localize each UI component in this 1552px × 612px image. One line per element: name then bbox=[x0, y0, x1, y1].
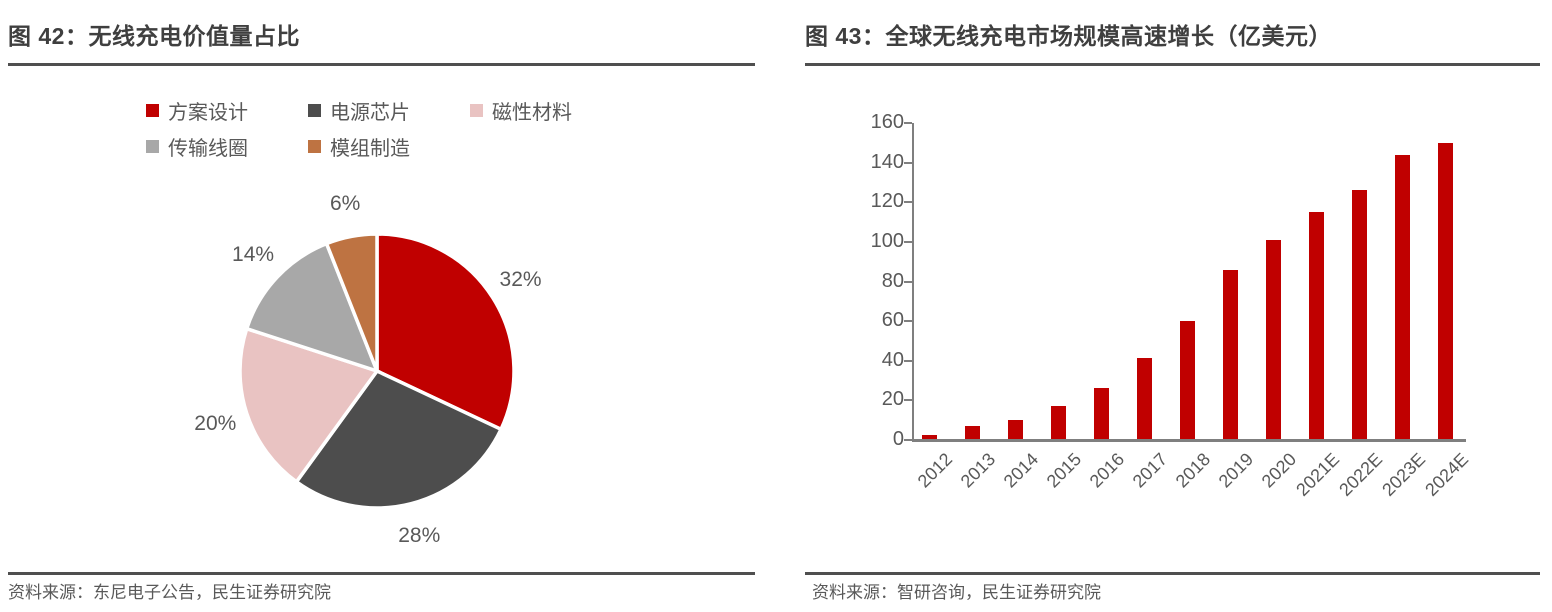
bar-2014 bbox=[1007, 420, 1023, 440]
legend-swatch-icon bbox=[470, 104, 483, 117]
legend-item-4: 模组制造 bbox=[308, 132, 410, 161]
figure-42-title-rule bbox=[8, 63, 755, 66]
figure-43-title-rule bbox=[805, 63, 1540, 66]
bar-2013 bbox=[964, 426, 980, 440]
x-tick-label: 2021E bbox=[1292, 449, 1344, 500]
legend-item-1: 电源芯片 bbox=[308, 96, 410, 125]
legend-label: 方案设计 bbox=[168, 102, 248, 124]
y-tick-mark bbox=[904, 240, 912, 243]
y-tick-label: 140 bbox=[870, 150, 904, 173]
x-axis-line bbox=[912, 439, 1466, 442]
bar-2021E bbox=[1308, 212, 1324, 440]
bar-2024E bbox=[1437, 142, 1453, 440]
bar-2020 bbox=[1265, 239, 1281, 440]
figure-43-panel: 图 43：全球无线充电市场规模高速增长（亿美元） 0 20 40 60 80 100 120… bbox=[776, 0, 1552, 612]
bar-2017 bbox=[1136, 357, 1152, 440]
x-tick-label: 2022E bbox=[1335, 449, 1387, 500]
y-tick-label: 100 bbox=[870, 229, 904, 252]
y-tick-mark bbox=[904, 280, 912, 283]
pie-slice-4 bbox=[324, 232, 379, 373]
bar-chart: 0 20 40 60 80 100 120 140 160 2012 2013 2014 2015 201… bbox=[776, 0, 1552, 612]
x-tick-label: 2018 bbox=[1171, 449, 1215, 492]
x-tick-label: 2014 bbox=[999, 449, 1043, 492]
y-tick-mark bbox=[904, 439, 912, 441]
y-tick-label: 80 bbox=[881, 269, 904, 292]
bar-2023E bbox=[1394, 154, 1410, 440]
y-tick-label: 0 bbox=[892, 428, 904, 450]
bar-2019 bbox=[1222, 269, 1238, 440]
figure-42-source: 资料来源：东尼电子公告，民生证券研究院 bbox=[8, 583, 331, 602]
y-tick-label: 40 bbox=[881, 348, 904, 371]
legend-item-2: 磁性材料 bbox=[470, 96, 572, 125]
pie-chart bbox=[238, 232, 516, 510]
x-tick-label: 2015 bbox=[1042, 449, 1086, 492]
y-tick-label: 60 bbox=[881, 309, 904, 332]
y-tick-mark bbox=[904, 122, 912, 124]
x-tick-label: 2023E bbox=[1378, 449, 1430, 500]
x-tick-label: 2012 bbox=[913, 449, 957, 492]
y-tick-label: 160 bbox=[870, 111, 904, 133]
legend-label: 模组制造 bbox=[330, 138, 410, 160]
legend-label: 电源芯片 bbox=[330, 102, 410, 124]
x-tick-label: 2017 bbox=[1128, 449, 1172, 492]
legend-item-0: 方案设计 bbox=[146, 96, 248, 125]
bar-2015 bbox=[1050, 406, 1066, 440]
figure-43-source: 资料来源：智研咨询，民生证券研究院 bbox=[812, 583, 1101, 602]
legend-swatch-icon bbox=[308, 140, 321, 153]
y-tick-mark bbox=[904, 399, 912, 402]
y-tick-mark bbox=[904, 320, 912, 323]
y-tick-mark bbox=[904, 359, 912, 362]
pie-slice-1 bbox=[294, 369, 503, 510]
legend-item-3: 传输线圈 bbox=[146, 132, 248, 161]
pie-value-label-2: 20% bbox=[194, 411, 237, 435]
pie-value-label-4: 6% bbox=[329, 192, 361, 215]
y-tick-label: 120 bbox=[870, 190, 904, 213]
bar-2022E bbox=[1351, 190, 1367, 440]
bar-2012 bbox=[921, 435, 937, 440]
figure-42-bottom-rule bbox=[8, 572, 755, 575]
y-tick-mark bbox=[904, 161, 912, 164]
pie-slice-3 bbox=[244, 241, 379, 373]
legend-label: 磁性材料 bbox=[492, 102, 572, 124]
y-tick-label: 20 bbox=[881, 388, 904, 411]
legend-swatch-icon bbox=[146, 140, 159, 153]
y-axis-line bbox=[912, 123, 914, 442]
x-tick-label: 2016 bbox=[1085, 449, 1129, 492]
figure-42-panel: 图 42：无线充电价值量占比 方案设计 电源芯片 磁性材料 传输线圈 模组制造 32% 2… bbox=[8, 23, 755, 602]
figure-42-title: 图 42：无线充电价值量占比 bbox=[8, 23, 300, 49]
legend-swatch-icon bbox=[146, 104, 159, 117]
pie-value-label-1: 28% bbox=[398, 523, 441, 547]
figure-43-title: 图 43：全球无线充电市场规模高速增长（亿美元） bbox=[805, 23, 1332, 49]
pie-slice-2 bbox=[238, 326, 379, 484]
y-tick-mark bbox=[904, 201, 912, 204]
legend-swatch-icon bbox=[308, 104, 321, 117]
x-tick-label: 2019 bbox=[1214, 449, 1258, 492]
figure-43-bottom-rule bbox=[805, 572, 1540, 575]
x-tick-label: 2024E bbox=[1421, 449, 1473, 500]
bar-2018 bbox=[1179, 321, 1195, 440]
bar-2016 bbox=[1093, 388, 1109, 440]
pie-slice-0 bbox=[375, 232, 516, 432]
x-tick-label: 2013 bbox=[956, 449, 1000, 492]
legend-label: 传输线圈 bbox=[168, 138, 248, 160]
